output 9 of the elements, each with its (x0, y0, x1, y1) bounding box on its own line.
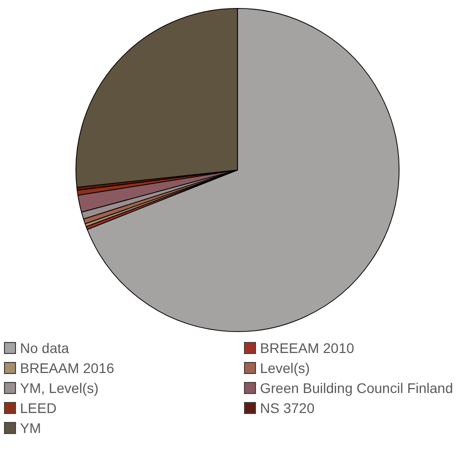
legend-label: BREEAM 2010 (260, 340, 354, 356)
legend-label: Level(s) (260, 360, 310, 376)
legend-label: NS 3720 (260, 400, 314, 416)
legend-label: YM, Level(s) (20, 380, 99, 396)
legend-label: YM (20, 420, 41, 436)
legend-label: BREAAM 2016 (20, 360, 114, 376)
legend-label: LEED (20, 400, 57, 416)
legend-label: Green Building Council Finland (260, 380, 453, 396)
legend-label: No data (20, 340, 70, 356)
